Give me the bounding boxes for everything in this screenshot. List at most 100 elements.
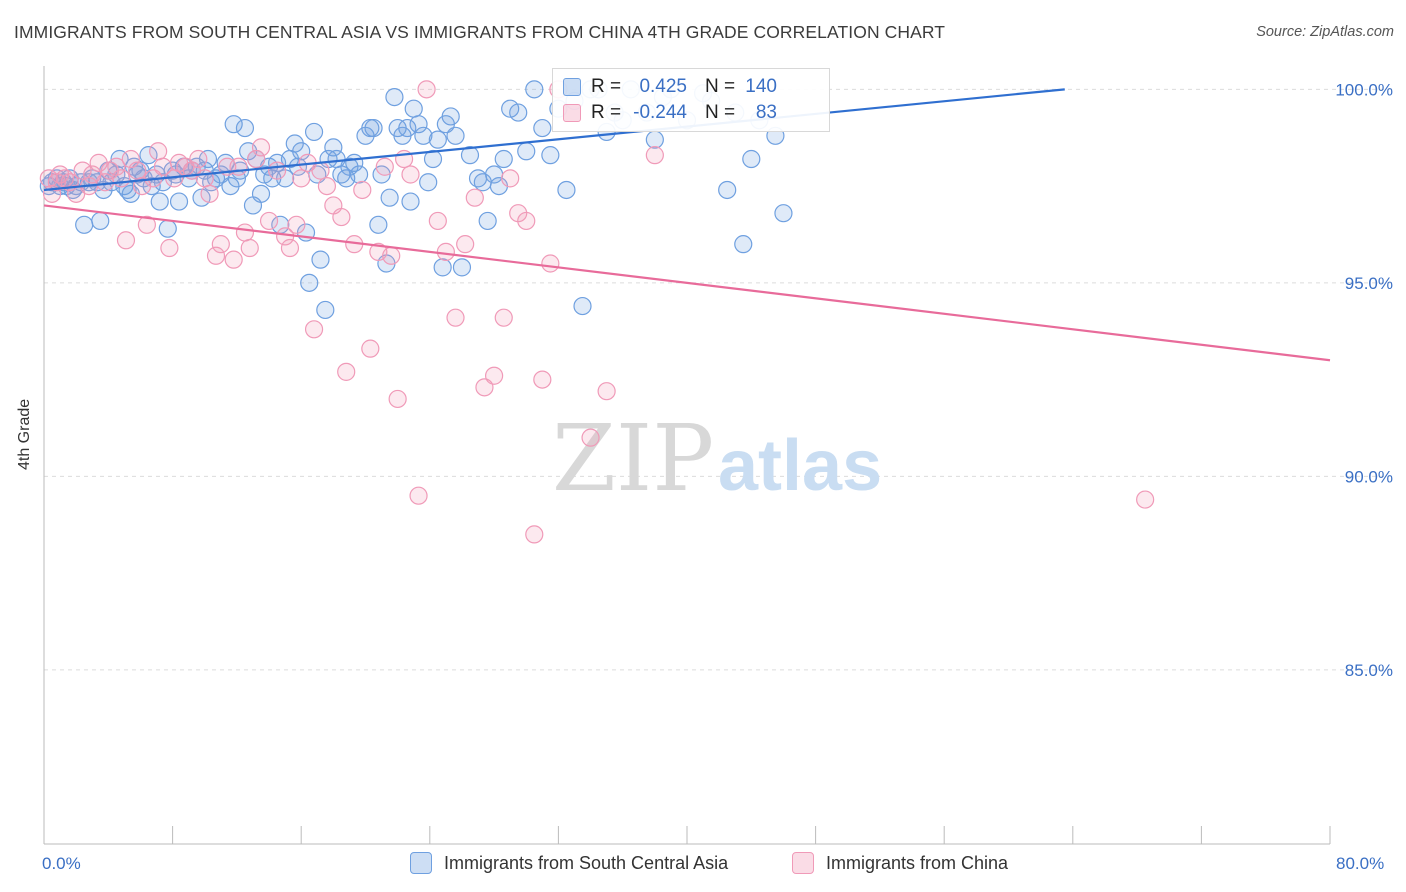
data-point xyxy=(475,378,494,397)
data-point xyxy=(774,204,793,223)
data-point xyxy=(385,87,404,107)
data-point xyxy=(112,169,131,188)
trend-line xyxy=(43,204,1331,362)
data-point xyxy=(353,180,372,200)
legend-n-label: N = xyxy=(705,76,736,97)
watermark-atlas: atlas xyxy=(718,426,882,506)
data-point xyxy=(142,177,161,196)
data-point xyxy=(229,157,248,176)
data-point xyxy=(388,389,407,409)
data-point xyxy=(160,238,179,258)
data-point xyxy=(419,173,438,192)
data-point xyxy=(414,126,433,145)
y-tick-label: 90.0% xyxy=(1345,467,1393,486)
y-tick-label: 85.0% xyxy=(1345,661,1393,680)
data-point xyxy=(465,188,484,207)
legend-r-value: -0.244 xyxy=(633,102,687,123)
data-point xyxy=(200,184,219,203)
legend-item-china: Immigrants from China xyxy=(792,852,1008,874)
legend-swatch-blue xyxy=(563,78,581,96)
series-china-points xyxy=(39,80,1155,544)
data-point xyxy=(128,161,147,180)
data-point xyxy=(304,122,324,142)
data-point xyxy=(401,192,420,211)
data-point xyxy=(541,254,560,273)
data-point xyxy=(417,80,436,99)
data-point xyxy=(311,250,330,269)
watermark-zip: ZIP xyxy=(552,405,714,512)
data-point xyxy=(337,362,356,381)
data-point xyxy=(116,231,136,250)
data-point xyxy=(557,180,576,200)
x-axis-max-label: 80.0% xyxy=(1336,854,1385,873)
legend-swatch-pink xyxy=(792,852,814,874)
legend-n-label: N = xyxy=(705,102,736,123)
data-point xyxy=(460,146,480,165)
data-point xyxy=(597,382,616,401)
data-point xyxy=(150,192,169,211)
data-point xyxy=(195,169,214,188)
data-point xyxy=(428,211,447,231)
source-credit: Source: ZipAtlas.com xyxy=(1256,24,1394,40)
legend-r-label: R = xyxy=(591,102,622,123)
data-point xyxy=(401,165,420,184)
data-point xyxy=(428,130,447,149)
legend-r-label: R = xyxy=(591,76,622,97)
data-point xyxy=(251,184,271,203)
data-point xyxy=(324,138,343,157)
data-point xyxy=(224,115,243,134)
data-point xyxy=(375,157,394,176)
data-point xyxy=(452,258,472,277)
data-point xyxy=(478,211,497,231)
legend-item-south-central-asia: Immigrants from South Central Asia xyxy=(410,852,728,874)
data-point xyxy=(734,235,753,254)
data-point xyxy=(718,180,737,200)
data-point xyxy=(332,207,351,227)
y-tick-labels: 85.0% 90.0% 95.0% 100.0% xyxy=(1335,80,1393,680)
data-point xyxy=(433,258,452,277)
data-point xyxy=(494,308,513,327)
data-point xyxy=(409,115,428,134)
watermark: ZIP atlas xyxy=(552,405,882,512)
data-point xyxy=(121,149,140,169)
data-point xyxy=(211,235,230,254)
legend-swatch-pink xyxy=(563,104,581,122)
legend-n-value: 83 xyxy=(755,102,777,123)
data-point xyxy=(382,246,401,265)
data-point xyxy=(404,99,423,118)
data-point xyxy=(501,169,520,188)
data-point xyxy=(446,308,465,327)
legend-row-south-central-asia: R = 0.425 N = 140 xyxy=(563,75,777,99)
data-point xyxy=(436,242,455,261)
data-point xyxy=(533,370,552,389)
data-point xyxy=(409,486,428,505)
data-point xyxy=(304,320,324,339)
data-point xyxy=(645,146,664,165)
data-point xyxy=(525,525,544,544)
data-point xyxy=(169,192,189,211)
data-point xyxy=(292,142,311,161)
data-point xyxy=(369,215,388,234)
data-point xyxy=(91,211,110,231)
series-legend: Immigrants from South Central Asia Immig… xyxy=(0,852,1406,878)
data-point xyxy=(280,238,300,258)
data-point xyxy=(240,238,259,258)
legend-row-china: R = -0.244 N = 83 xyxy=(563,101,777,125)
data-point xyxy=(361,339,380,358)
x-axis-min-label: 0.0% xyxy=(42,854,81,873)
data-point xyxy=(573,296,592,316)
data-point xyxy=(364,118,383,138)
data-point xyxy=(300,273,319,292)
data-point xyxy=(541,146,560,165)
data-point xyxy=(107,157,126,176)
legend-label-south-central-asia: Immigrants from South Central Asia xyxy=(444,852,729,873)
legend-n-value: 140 xyxy=(745,76,777,97)
data-point xyxy=(259,211,279,231)
legend-r-value: 0.425 xyxy=(639,76,687,97)
data-point xyxy=(235,118,255,138)
data-point xyxy=(287,215,306,234)
data-point xyxy=(251,138,271,157)
legend-label-china: Immigrants from China xyxy=(826,852,1009,873)
data-point xyxy=(533,118,552,138)
